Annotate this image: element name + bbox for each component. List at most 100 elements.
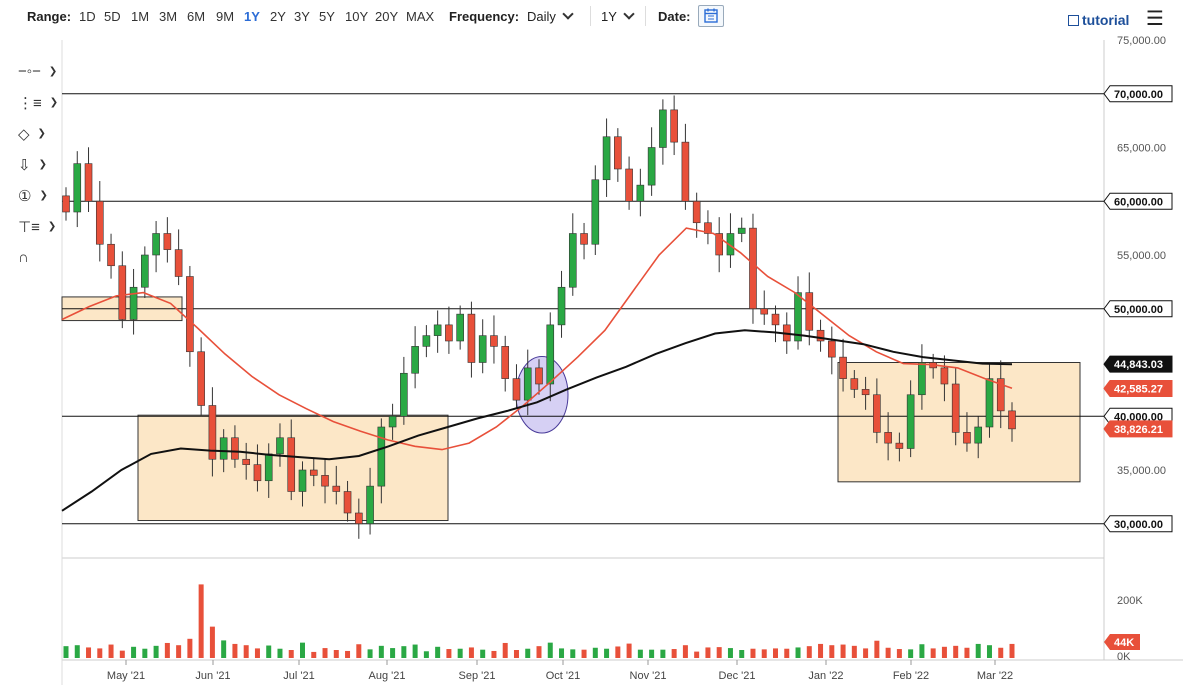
shapes-tool[interactable]: ◇ ❯ [18, 118, 58, 149]
candle-body [681, 141, 690, 202]
candle-body [839, 356, 847, 379]
frequency-select[interactable]: Daily [527, 8, 574, 24]
candle-body [647, 147, 656, 186]
film-icon [1068, 15, 1079, 26]
hamburger-menu-icon[interactable]: ☰ [1146, 8, 1164, 30]
x-tick-label: Nov '21 [630, 670, 667, 682]
volume-bar [682, 645, 688, 658]
annotation-tool[interactable]: ① ❯ [18, 180, 58, 211]
candle-body [951, 383, 960, 433]
volume-bar [446, 649, 452, 658]
range-button-1m[interactable]: 1M [131, 9, 150, 24]
candle-body [478, 335, 487, 363]
volume-bar [716, 647, 722, 658]
volume-tag [1104, 634, 1140, 650]
volume-bar [86, 647, 92, 658]
arrow-down-icon: ⇩ [18, 156, 31, 174]
level-tag-label: 70,000.00 [1114, 89, 1163, 101]
volume-bar [176, 645, 182, 658]
candle-body [996, 378, 1005, 412]
candle-body [276, 437, 284, 455]
candle-body [985, 378, 994, 428]
candle-body [670, 109, 678, 143]
candle-body [523, 367, 532, 401]
volume-bar [615, 646, 621, 658]
candle-body [186, 276, 194, 353]
y-tick-label: 75,000.00 [1117, 35, 1166, 47]
volume-bar [637, 649, 643, 658]
candle-body [231, 437, 239, 460]
candle-body [940, 367, 949, 385]
volume-bar [367, 649, 373, 658]
volume-bar [119, 650, 125, 658]
volume-bar [243, 645, 249, 658]
candle-body [129, 286, 138, 320]
candle-body [580, 233, 588, 245]
level-tag [1103, 85, 1173, 103]
volume-bar [649, 649, 655, 658]
volume-bar [97, 648, 103, 658]
candle-body [152, 233, 160, 256]
chart-frame [61, 40, 1183, 685]
circled-one-icon: ① [18, 187, 32, 205]
range-button-10y[interactable]: 10Y [345, 9, 369, 24]
candle-body [568, 233, 577, 288]
crosshair-tool[interactable]: −◦− ❯ [18, 56, 58, 87]
volume-bar [322, 648, 328, 658]
range-button-5d[interactable]: 5D [104, 9, 121, 24]
volume-bar [570, 649, 576, 658]
candle-body [760, 308, 769, 315]
range-button-max[interactable]: MAX [406, 9, 435, 24]
volume-bar [773, 648, 778, 658]
range-button-3m[interactable]: 3M [159, 9, 178, 24]
candle-body [433, 324, 442, 336]
volume-bar [896, 649, 902, 658]
trend-line-tool[interactable]: ⋮≡ ❯ [18, 87, 58, 118]
volume-bar [851, 645, 857, 658]
range-button-20y[interactable]: 20Y [375, 9, 399, 24]
candle-body [219, 437, 228, 460]
range-button-9m[interactable]: 9M [216, 9, 235, 24]
range-button-5y[interactable]: 5Y [319, 9, 335, 24]
drawing-toolbar: −◦− ❯ ⋮≡ ❯ ◇ ❯ ⇩ ❯ ① ❯ ⊤≡ ❯ ∩ [18, 56, 58, 273]
candle-body [400, 372, 408, 417]
level-tag [1103, 192, 1173, 210]
range-button-2y[interactable]: 2Y [270, 9, 286, 24]
calendar-icon [704, 8, 718, 23]
candle-body [309, 469, 318, 476]
range-button-1y[interactable]: 1Y [244, 9, 260, 24]
candle-body [749, 227, 757, 310]
magnet-tool[interactable]: ∩ [18, 242, 58, 273]
candle-body [208, 405, 217, 460]
candle-body [490, 335, 498, 347]
magnet-icon: ∩ [18, 249, 29, 266]
period-select[interactable]: 1Y [601, 8, 635, 24]
candle-body [805, 292, 814, 331]
tutorial-link[interactable]: tutorial [1068, 12, 1129, 28]
candle-body [918, 362, 926, 396]
volume-bar [435, 646, 441, 658]
calendar-button[interactable] [698, 5, 724, 27]
volume-bar [164, 642, 170, 658]
shape-icon: ◇ [18, 125, 30, 143]
fibonacci-tool[interactable]: ⊤≡ ❯ [18, 211, 58, 242]
candle-body [557, 286, 566, 326]
volume-bar [975, 643, 981, 658]
volume-bar [885, 647, 891, 658]
range-button-1d[interactable]: 1D [79, 9, 96, 24]
x-tick-label: Jan '22 [808, 670, 843, 682]
arrow-tool[interactable]: ⇩ ❯ [18, 149, 58, 180]
ma-slow-line [61, 329, 1013, 512]
range-button-6m[interactable]: 6M [187, 9, 206, 24]
volume-bar [513, 650, 519, 658]
y-axis: 75,000.00 65,000.00 55,000.00 35,000.00 70,0… [1103, 35, 1173, 663]
volume-bar [840, 644, 846, 658]
chevron-right-icon: ❯ [37, 128, 46, 139]
candle-body [197, 351, 205, 406]
list-lines-icon: ⋮≡ [18, 94, 42, 112]
range-button-3y[interactable]: 3Y [294, 9, 310, 24]
candle-body [298, 469, 307, 492]
y-tick-label: 65,000.00 [1117, 143, 1166, 155]
candle-body [816, 329, 825, 342]
